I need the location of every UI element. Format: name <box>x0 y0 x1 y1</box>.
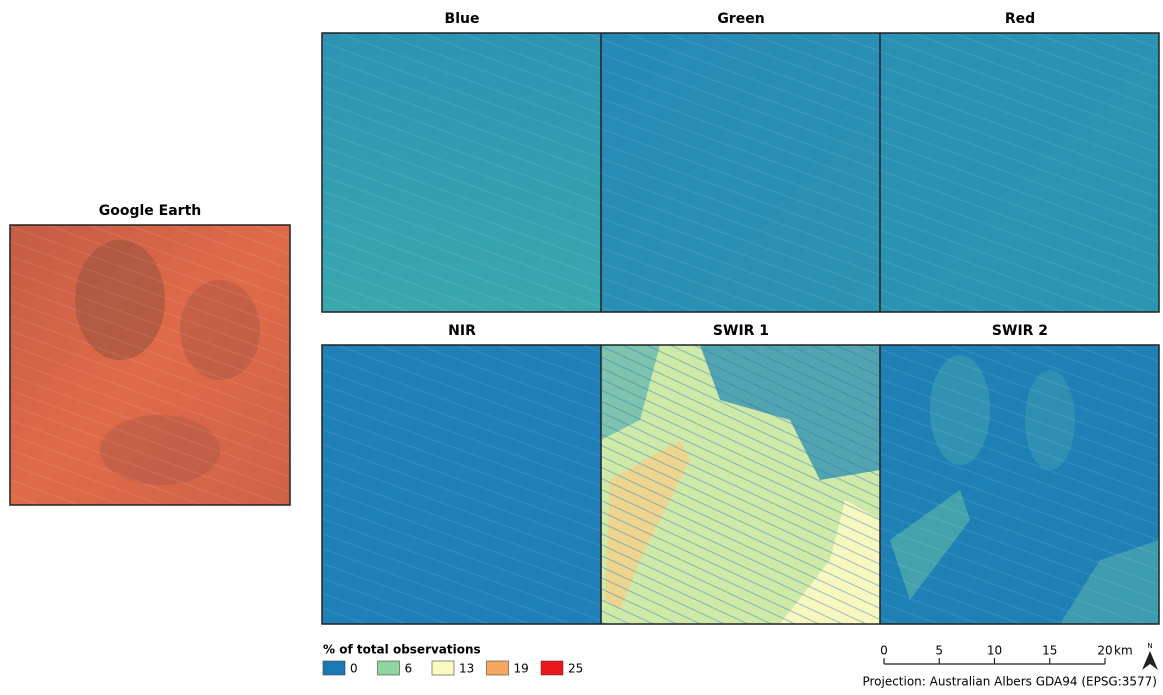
legend-swatch <box>378 661 400 675</box>
projection: Projection: Australian Albers GDA94 (EPS… <box>862 675 1157 689</box>
figure: Google Earth Blue Green Red NIR SWIR 1 S… <box>0 0 1163 691</box>
scale-label: 20 <box>1097 644 1112 658</box>
panel-title: Green <box>717 11 764 27</box>
legend-label: 19 <box>514 662 529 676</box>
legend-swatch <box>323 661 345 675</box>
map-panel <box>10 225 290 505</box>
map-panel <box>880 33 1159 312</box>
legend-swatch <box>541 661 563 675</box>
scale-label: 0 <box>880 644 888 658</box>
legend-swatch <box>487 661 509 675</box>
map-panel <box>601 345 880 624</box>
scale-label: 10 <box>987 644 1002 658</box>
panel-title: Blue <box>445 11 480 27</box>
map-panel <box>601 33 880 312</box>
legend-label: 6 <box>405 662 413 676</box>
map-panel <box>880 345 1159 624</box>
map-panel <box>322 33 601 312</box>
panel-title: SWIR 2 <box>992 323 1048 339</box>
north-label: N <box>1147 642 1152 650</box>
panel-title: Google Earth <box>99 203 202 219</box>
legend-label: 0 <box>350 662 358 676</box>
north-arrow: N <box>1142 642 1158 670</box>
legend-label: 13 <box>459 662 474 676</box>
panel-title: NIR <box>448 323 476 339</box>
scale-unit: km <box>1114 644 1133 658</box>
scale-label: 5 <box>935 644 943 658</box>
legend-swatch <box>432 661 454 675</box>
panel-title: SWIR 1 <box>713 323 769 339</box>
scale-label: 15 <box>1042 644 1057 658</box>
map-panel <box>322 345 601 624</box>
legend: 0 6 13 19 25 <box>323 661 583 676</box>
legend-label: 25 <box>568 662 583 676</box>
panel-title: Red <box>1005 11 1035 27</box>
legend-title: % of total observations <box>323 643 481 657</box>
